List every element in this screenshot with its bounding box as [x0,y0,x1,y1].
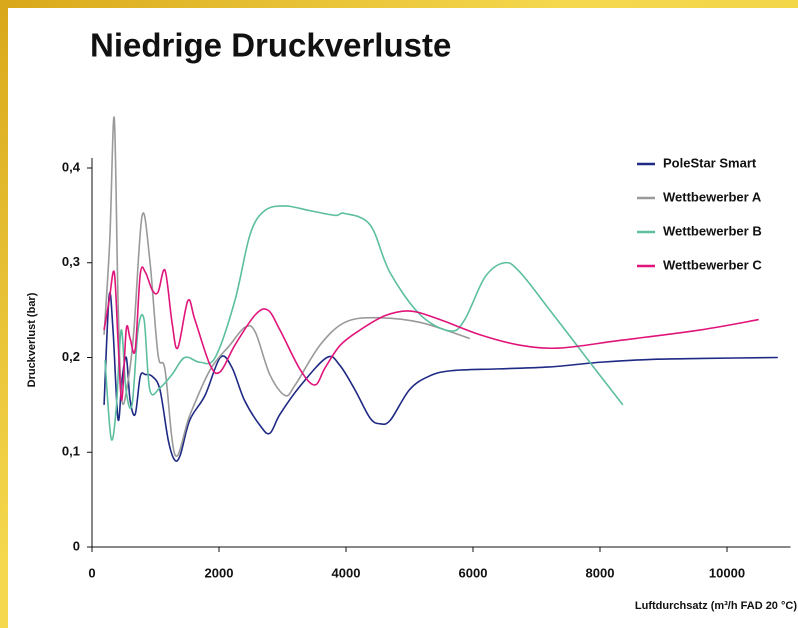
y-tick-label: 0,2 [62,349,80,364]
y-tick-label: 0,1 [62,444,80,459]
series-line [103,266,759,401]
x-axis-label: Luftdurchsatz (m³/h FAD 20 °C) [635,600,797,612]
y-tick-label: 0,4 [62,159,81,174]
legend-label: PoleStar Smart [663,155,757,170]
x-tick-label: 6000 [459,565,488,580]
x-tick-label: 2000 [205,565,234,580]
x-tick-label: 8000 [586,565,615,580]
legend-label: Wettbewerber B [663,223,762,238]
x-tick-label: 10000 [709,565,745,580]
panel [8,8,798,628]
legend-label: Wettbewerber A [663,189,762,204]
y-axis-label: Druckverlust (bar) [26,292,38,387]
y-tick-label: 0,3 [62,254,80,269]
series-line [103,116,471,457]
x-tick-label: 0 [88,565,95,580]
chart-title: Niedrige Druckverluste [90,27,451,64]
y-tick-label: 0 [73,538,80,553]
series-line [103,292,778,462]
series-line [104,205,624,441]
x-tick-label: 4000 [332,565,361,580]
legend-label: Wettbewerber C [663,257,762,272]
